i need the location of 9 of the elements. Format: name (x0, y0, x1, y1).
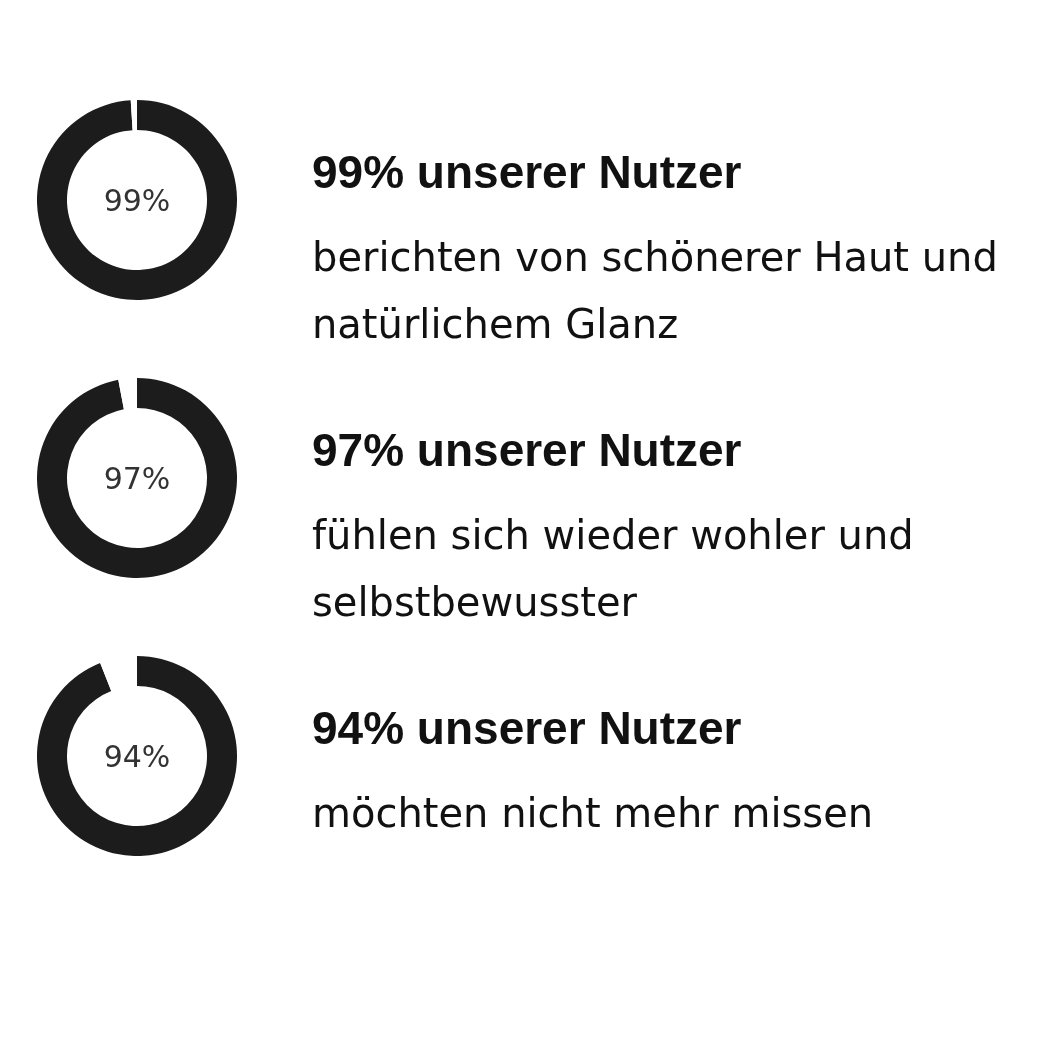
data-label: 99% (103, 182, 171, 218)
text: 97% unserer Nutzer (312, 424, 742, 476)
data-label: 97% (103, 460, 171, 496)
text: 94% unserer Nutzer (312, 702, 742, 754)
text: fühlen sich wieder wohler und selbstbewusster (312, 511, 927, 625)
data-label: 94% (103, 738, 171, 774)
text: berichten von schönerer Haut und natürlichem Glanz (312, 233, 1011, 347)
text: 99% unserer Nutzer (312, 146, 742, 198)
text: möchten nicht mehr missen (312, 789, 874, 836)
